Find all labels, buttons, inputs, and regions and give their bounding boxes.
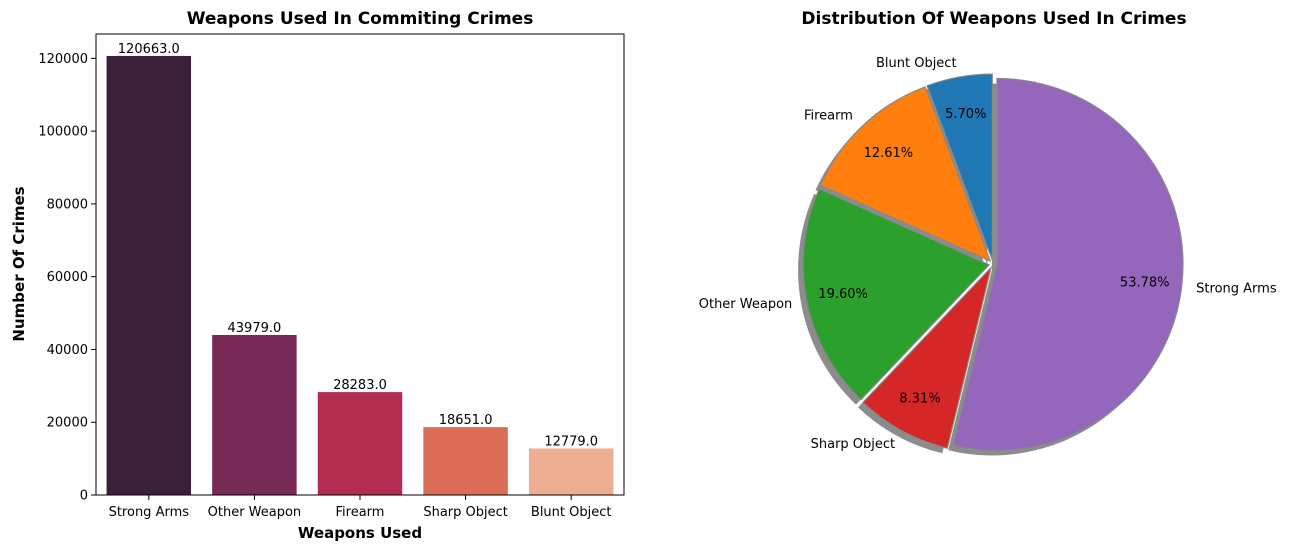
bar-data-label: 28283.0 — [333, 378, 387, 393]
bar-data-labels: 120663.0 43979.0 28283.0 18651.0 12779.0 — [118, 42, 598, 450]
pie-percent-label: 5.70% — [945, 107, 986, 122]
bar-strong-arms — [106, 55, 192, 495]
pie-category-label: Blunt Object — [876, 56, 957, 71]
bar-data-label: 120663.0 — [118, 42, 180, 57]
bar-data-label: 43979.0 — [228, 321, 282, 336]
bar-y-tick-label: 60000 — [47, 270, 88, 285]
bar-data-label: 18651.0 — [439, 413, 493, 428]
bar-x-axis: Strong Arms Other Weapon Firearm Sharp Obje… — [109, 495, 612, 520]
bar-x-axis-label: Weapons Used — [298, 524, 422, 542]
pie-category-label: Firearm — [804, 108, 853, 123]
pie-slices — [802, 73, 1184, 452]
bar-x-tick-label: Blunt Object — [531, 505, 612, 520]
bar-series — [106, 55, 614, 495]
pie-slice-sharp-object — [862, 265, 993, 450]
bar-chart-title: Weapons Used In Commiting Crimes — [187, 9, 534, 29]
bar-y-tick-label: 40000 — [47, 343, 88, 358]
pie-category-label: Strong Arms — [1196, 282, 1277, 297]
bar-y-tick-label: 0 — [80, 489, 88, 504]
pie-category-label: Other Weapon — [699, 297, 793, 312]
pie-slice-blunt-object — [926, 73, 993, 261]
pie-labels: 5.70% Blunt Object 12.61% Firearm 19.60% Othe… — [699, 56, 1277, 452]
pie-slice-other-weapon — [802, 188, 991, 401]
bar-x-tick-label: Sharp Object — [423, 505, 508, 520]
bar-y-tick-label: 20000 — [47, 416, 88, 431]
pie-category-label: Sharp Object — [811, 437, 896, 452]
pie-percent-label: 8.31% — [899, 392, 940, 407]
bar-data-label: 12779.0 — [544, 435, 598, 450]
bar-blunt-object — [528, 448, 614, 495]
bar-firearm — [317, 392, 403, 495]
pie-percent-label: 53.78% — [1120, 276, 1170, 291]
bar-x-tick-label: Other Weapon — [208, 505, 302, 520]
bar-sharp-object — [423, 427, 508, 495]
pie-chart-title: Distribution Of Weapons Used In Crimes — [801, 9, 1186, 29]
pie-percent-label: 12.61% — [864, 146, 914, 161]
bar-x-tick-label: Firearm — [336, 505, 385, 520]
bar-plot-frame — [95, 33, 625, 496]
bar-y-axis: 0 20000 40000 60000 80000 100000 120000 — [38, 52, 96, 504]
bar-y-axis-label: Number Of Crimes — [10, 186, 28, 341]
bar-y-tick-label: 100000 — [38, 125, 88, 140]
pie-slice-strong-arms — [952, 77, 1184, 452]
pie-slice-firearm — [819, 86, 992, 263]
bar-y-tick-label: 80000 — [47, 197, 88, 212]
bar-y-tick-label: 120000 — [38, 52, 88, 67]
bar-x-tick-label: Strong Arms — [109, 505, 190, 520]
pie-percent-label: 19.60% — [818, 287, 868, 302]
bar-other-weapon — [212, 334, 297, 495]
